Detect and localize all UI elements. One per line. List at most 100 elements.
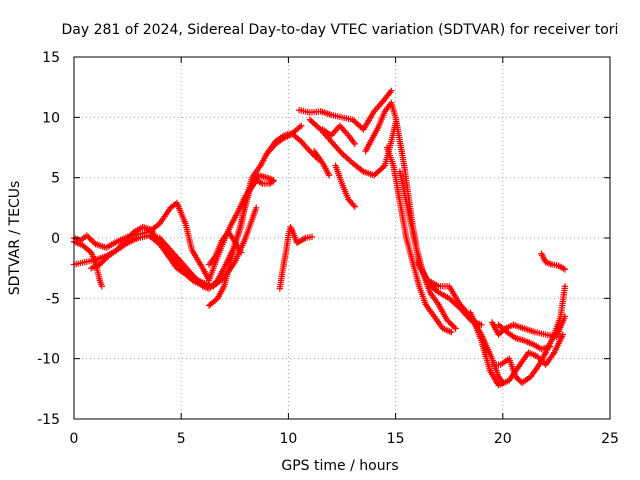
data-point [332,127,339,134]
data-point [305,146,312,153]
data-point [451,323,458,331]
data-point [340,127,348,134]
data-point [339,125,346,133]
y-tick-label: 5 [51,171,60,187]
data-point [123,235,131,243]
data-point [296,137,304,144]
data-point [561,266,569,273]
data-point [377,166,384,173]
data-marks [70,87,569,389]
series-track-7 [205,228,245,268]
data-point [296,123,304,131]
data-point [100,257,108,264]
data-point [452,325,459,332]
data-point [376,101,384,109]
y-axis-title: SDTVAR / TECUs [7,181,23,296]
data-point [351,140,359,148]
x-tick-label: 5 [177,431,186,447]
series-track-14 [383,144,455,336]
data-point [341,153,349,160]
series-track-22 [253,176,277,187]
data-point [375,167,382,175]
data-point [89,238,96,245]
data-point [445,318,452,325]
data-point [378,165,386,172]
data-point [126,232,133,240]
data-point [85,233,92,241]
data-point [375,103,382,110]
data-point [561,313,569,320]
series-track-17 [467,309,567,389]
data-point [268,178,276,186]
data-point [346,157,353,164]
data-point [372,170,379,178]
data-point [325,172,333,179]
data-point [370,172,378,179]
series-track-9 [263,131,322,163]
data-point [342,129,349,136]
data-point [559,331,567,338]
y-tick-label: 10 [42,110,60,126]
data-point [315,124,323,132]
data-point [448,321,455,328]
data-point [187,272,194,279]
x-tick-label: 10 [279,431,297,447]
data-point [102,255,109,263]
data-point [443,316,451,324]
data-point [270,178,277,185]
data-point [374,169,381,176]
data-point [446,295,453,302]
y-tick-label: -5 [46,291,60,307]
series-track-12 [332,162,359,210]
data-point [303,144,311,152]
data-point [358,167,366,174]
data-point [350,201,357,209]
x-tick-label: 25 [601,431,619,447]
data-point [122,237,129,244]
data-point [83,232,91,239]
data-point [300,141,308,148]
data-point [338,150,346,157]
data-point [96,261,103,268]
data-point [97,259,105,267]
data-point [127,231,135,238]
data-point [99,258,106,265]
data-point [308,117,315,125]
data-point [98,283,106,290]
data-point [308,233,316,240]
series-track-23 [319,122,359,148]
y-tick-label: 0 [51,231,60,247]
chart-title: Day 281 of 2024, Sidereal Day-to-day VTE… [62,22,619,38]
data-point [355,122,363,129]
data-point [533,353,541,360]
data-point [343,154,350,161]
data-point [333,125,341,133]
y-tick-label: 15 [42,50,60,66]
data-point [86,235,93,242]
data-point [344,155,352,163]
y-tick-label: -15 [37,412,60,428]
y-tick-label: -10 [37,352,60,368]
data-point [447,296,454,303]
data-point [238,249,245,256]
data-point [351,203,359,210]
data-point [354,120,361,128]
data-point [309,119,317,126]
data-point [337,148,344,156]
data-point [449,297,456,305]
series-track-6 [205,172,277,309]
data-point [253,204,260,212]
data-point [351,117,358,125]
data-point [448,328,455,336]
x-tick-label: 20 [494,431,512,447]
data-point [306,116,314,123]
data-point [298,122,305,129]
series-track-1 [70,180,258,284]
data-point [300,235,308,243]
series-track-8 [276,223,316,292]
data-point [478,321,485,329]
data-point [388,87,395,94]
data-point [340,151,347,159]
data-point [545,260,553,267]
